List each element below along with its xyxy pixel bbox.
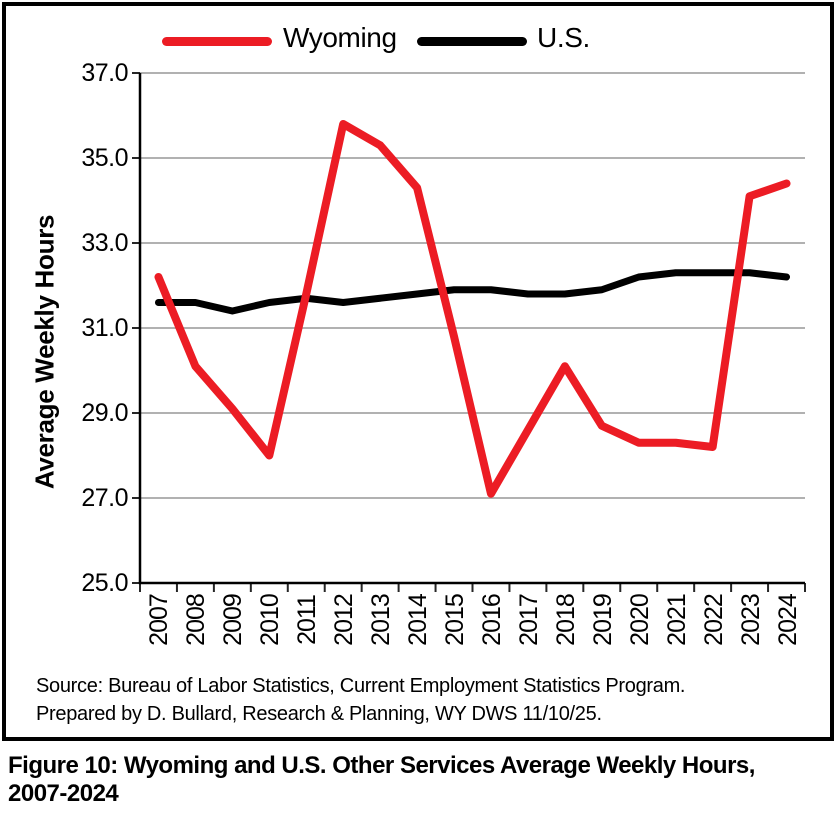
- y-tick-label: 25.0: [81, 569, 128, 597]
- legend-label-us: U.S.: [537, 22, 590, 53]
- legend-swatch-wyoming: [162, 37, 272, 46]
- x-tick-label: 2007: [145, 594, 174, 646]
- x-tick-label: 2011: [293, 595, 322, 645]
- x-tick-label: 2021: [662, 594, 691, 646]
- source-line-2: Prepared by D. Bullard, Research & Plann…: [36, 703, 602, 725]
- x-tick-label: 2023: [736, 594, 765, 646]
- y-tick-label: 27.0: [81, 484, 128, 512]
- source-line-1: Source: Bureau of Labor Statistics, Curr…: [36, 675, 686, 697]
- x-tick-label: 2019: [588, 594, 617, 646]
- x-tick-label: 2017: [514, 594, 543, 646]
- x-tick-label: 2018: [551, 594, 580, 646]
- x-tick-label: 2009: [219, 594, 248, 646]
- x-tick-label: 2020: [625, 594, 654, 646]
- legend-label-wyoming: Wyoming: [283, 22, 397, 53]
- y-tick-label: 35.0: [81, 144, 128, 172]
- line-chart: [132, 72, 806, 592]
- figure-caption: Figure 10: Wyoming and U.S. Other Servic…: [8, 752, 755, 807]
- y-tick-label: 29.0: [81, 399, 128, 427]
- y-tick-label: 33.0: [81, 229, 128, 257]
- x-tick-label: 2024: [773, 594, 802, 646]
- y-tick-label: 37.0: [81, 59, 128, 87]
- legend-swatch-us: [417, 37, 527, 46]
- x-tick-label: 2010: [256, 594, 285, 646]
- x-tick-label: 2012: [330, 594, 359, 646]
- x-tick-label: 2013: [367, 594, 396, 646]
- x-tick-label: 2022: [699, 594, 728, 646]
- y-tick-label: 31.0: [81, 314, 128, 342]
- x-tick-label: 2015: [441, 594, 470, 646]
- x-tick-label: 2008: [182, 594, 211, 646]
- x-tick-label: 2016: [477, 594, 506, 646]
- x-tick-label: 2014: [404, 594, 433, 646]
- source-note: Source: Bureau of Labor Statistics, Curr…: [36, 672, 686, 728]
